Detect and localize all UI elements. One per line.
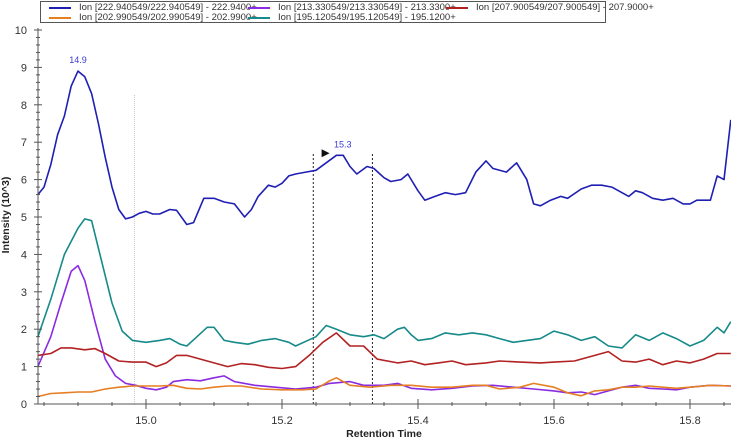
series-line xyxy=(37,376,731,398)
legend-swatch xyxy=(248,17,270,19)
series-lines xyxy=(37,70,731,398)
y-tick-label: 10 xyxy=(15,25,27,37)
legend-swatch xyxy=(248,7,270,9)
series-line xyxy=(37,264,731,396)
legend-label: Ion [207.900549/207.900549] - 207.9000+ xyxy=(476,2,654,13)
legend-label: Ion [195.120549/195.120549] - 195.1200+ xyxy=(278,12,456,23)
series-line xyxy=(37,70,731,226)
y-tick-label: 3 xyxy=(21,287,27,299)
legend-item-213[interactable]: Ion [213.330549/213.330549] - 213.3300+ xyxy=(248,3,456,13)
legend-swatch xyxy=(446,7,468,9)
y-axis-title: Intensity (10^3) xyxy=(0,177,12,254)
y-tick-label: 6 xyxy=(21,175,27,187)
vertical-markers xyxy=(133,95,373,404)
x-axis-title: Retention Time xyxy=(346,428,422,440)
legend-item-195[interactable]: Ion [195.120549/195.120549] - 195.1200+ xyxy=(248,13,456,23)
y-tick-label: 1 xyxy=(21,362,27,374)
y-tick-label: 5 xyxy=(21,212,27,224)
series-line xyxy=(37,218,731,349)
peak-arrow-icon xyxy=(321,149,330,158)
legend-swatch xyxy=(49,7,71,9)
legend-swatch xyxy=(49,17,71,19)
legend-label: Ion [222.940549/222.940549] - 222.9400+ xyxy=(79,2,257,13)
legend-item-202[interactable]: Ion [202.990549/202.990549] - 202.9900+ xyxy=(49,13,257,23)
y-tick-label: 7 xyxy=(21,137,27,149)
legend-label: Ion [213.330549/213.330549] - 213.3300+ xyxy=(278,2,456,13)
legend-item-222[interactable]: Ion [222.940549/222.940549] - 222.9400+ xyxy=(49,3,257,13)
peak-label: 15.3 xyxy=(334,139,352,149)
y-tick-label: 8 xyxy=(21,100,27,112)
peak-annotations: 14.9 15.3 xyxy=(69,55,352,158)
x-tick-label: 15.2 xyxy=(271,415,292,427)
y-tick-label: 9 xyxy=(21,62,27,74)
axes: 0 1 2 3 4 5 6 7 8 9 10 15.0 15.2 15.4 15.6 15.8 xyxy=(15,25,731,427)
series-line xyxy=(37,332,731,370)
y-tick-label: 2 xyxy=(21,324,27,336)
x-tick-label: 15.6 xyxy=(543,415,564,427)
legend-label: Ion [202.990549/202.990549] - 202.9900+ xyxy=(79,12,257,23)
y-tick-label: 4 xyxy=(21,249,27,261)
x-tick-label: 15.4 xyxy=(407,415,428,427)
legend-item-207[interactable]: Ion [207.900549/207.900549] - 207.9000+ xyxy=(446,3,654,13)
x-tick-label: 15.8 xyxy=(679,415,700,427)
peak-label: 14.9 xyxy=(69,55,87,65)
x-tick-label: 15.0 xyxy=(135,415,156,427)
legend: Ion [222.940549/222.940549] - 222.9400+ … xyxy=(40,1,654,23)
y-tick-label: 0 xyxy=(21,399,27,411)
